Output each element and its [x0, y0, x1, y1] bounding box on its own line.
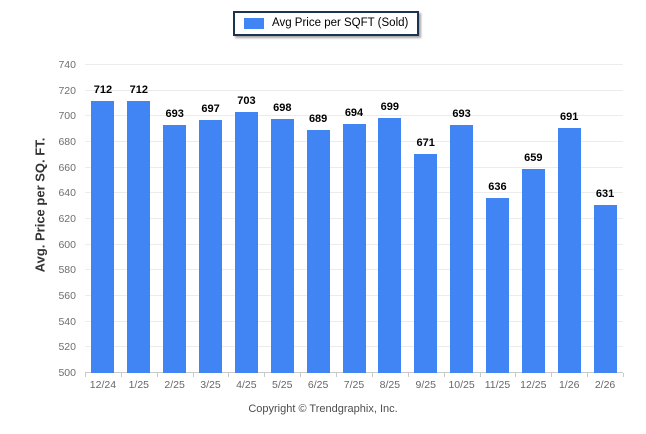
y-tick-label: 540 [58, 315, 76, 328]
x-tick-label: 12/25 [520, 379, 547, 391]
x-tick-label: 12/24 [89, 379, 117, 391]
plot-area: 712 712 693 697 703 698 689 694 699 671 693 636 659 6… [85, 64, 623, 373]
x-tick-label: 3/25 [200, 379, 221, 391]
legend-label: Avg Price per SQFT (Sold) [272, 16, 409, 29]
x-tick-mark [300, 373, 302, 377]
x-tick-mark [371, 373, 373, 377]
x-tick-mark [85, 373, 86, 377]
x-tick-label: 8/25 [379, 379, 401, 391]
x-tick-mark [479, 373, 481, 377]
bar-value-label: 671 [416, 136, 435, 149]
bar-9/25[interactable] [414, 153, 438, 373]
x-tick-mark [120, 373, 122, 377]
x-tick-mark [407, 373, 409, 377]
x-tick-mark [264, 373, 266, 377]
y-tick-label: 640 [58, 187, 76, 200]
x-tick-mark [623, 373, 624, 377]
x-tick-mark [515, 373, 517, 377]
bar-2/26[interactable] [593, 204, 617, 373]
x-tick-mark [192, 373, 194, 377]
x-tick-label: 7/25 [343, 379, 365, 391]
y-tick-label: 600 [58, 238, 76, 251]
y-tick-label: 740 [58, 59, 76, 71]
y-tick-label: 580 [58, 264, 76, 277]
bar-value-label: 698 [273, 101, 292, 114]
bar-value-label: 712 [129, 83, 148, 96]
bar-value-label: 691 [560, 110, 579, 123]
x-tick-label: 4/25 [236, 379, 257, 391]
bar-12/24[interactable] [91, 100, 115, 373]
x-tick-label: 6/25 [307, 379, 329, 391]
x-tick-mark [587, 373, 589, 377]
x-tick-mark [336, 373, 338, 377]
bar-value-label: 712 [93, 83, 113, 96]
x-tick-mark [551, 373, 553, 377]
bar-1/26[interactable] [557, 127, 581, 373]
bar-12/25[interactable] [521, 168, 545, 373]
y-tick-label: 660 [58, 161, 76, 174]
legend-swatch-icon [244, 18, 264, 29]
bar-10/25[interactable] [450, 125, 474, 373]
y-tick-label: 720 [58, 84, 76, 97]
y-tick-label: 700 [58, 110, 76, 123]
bar-2/25[interactable] [163, 125, 187, 373]
y-tick-label: 680 [58, 136, 76, 148]
x-tick-mark [156, 373, 158, 377]
bar-1/25[interactable] [127, 100, 151, 373]
bar-7/25[interactable] [342, 124, 366, 373]
x-tick-label: 9/25 [415, 379, 436, 391]
copyright-text: Copyright © Trendgraphix, Inc. [248, 403, 398, 415]
bar-value-label: 631 [595, 187, 615, 200]
y-tick-label: 500 [58, 367, 76, 379]
gridline [85, 115, 623, 117]
bar-8/25[interactable] [378, 117, 402, 373]
y-tick-label: 520 [58, 341, 76, 354]
bar-value-label: 703 [237, 95, 256, 108]
x-tick-label: 2/25 [164, 379, 185, 391]
gridline [85, 64, 623, 65]
bar-value-label: 659 [524, 151, 543, 164]
bar-value-label: 699 [380, 100, 400, 113]
x-tick-label: 10/25 [448, 379, 475, 391]
bar-value-label: 693 [165, 108, 184, 121]
bar-4/25[interactable] [234, 112, 258, 373]
bar-value-label: 697 [201, 103, 220, 116]
bar-6/25[interactable] [306, 130, 330, 373]
x-tick-mark [228, 373, 230, 377]
bar-value-label: 694 [344, 107, 364, 120]
x-tick-label: 1/26 [558, 379, 580, 391]
bar-value-label: 689 [308, 113, 328, 126]
y-axis: 500 520 540 560 580 600 620 640 660 680 700 720 740 [0, 59, 76, 379]
bar-3/25[interactable] [199, 120, 223, 373]
legend[interactable]: Avg Price per SQFT (Sold) [233, 11, 420, 36]
x-tick-label: 11/25 [484, 379, 511, 391]
x-axis: 12/24 1/25 2/25 3/25 4/25 5/25 6/25 7/25 8/25 9/2… [85, 373, 624, 395]
gridline [85, 89, 623, 91]
y-tick-label: 620 [58, 213, 76, 225]
bar-value-label: 636 [488, 181, 507, 194]
x-tick-label: 1/25 [128, 379, 149, 391]
bar-value-label: 693 [452, 108, 471, 121]
bar-5/25[interactable] [270, 118, 294, 373]
x-tick-label: 5/25 [272, 379, 293, 391]
x-tick-mark [443, 373, 445, 377]
x-tick-label: 2/26 [594, 379, 616, 391]
bar-11/25[interactable] [485, 198, 509, 373]
y-tick-label: 560 [58, 290, 76, 302]
